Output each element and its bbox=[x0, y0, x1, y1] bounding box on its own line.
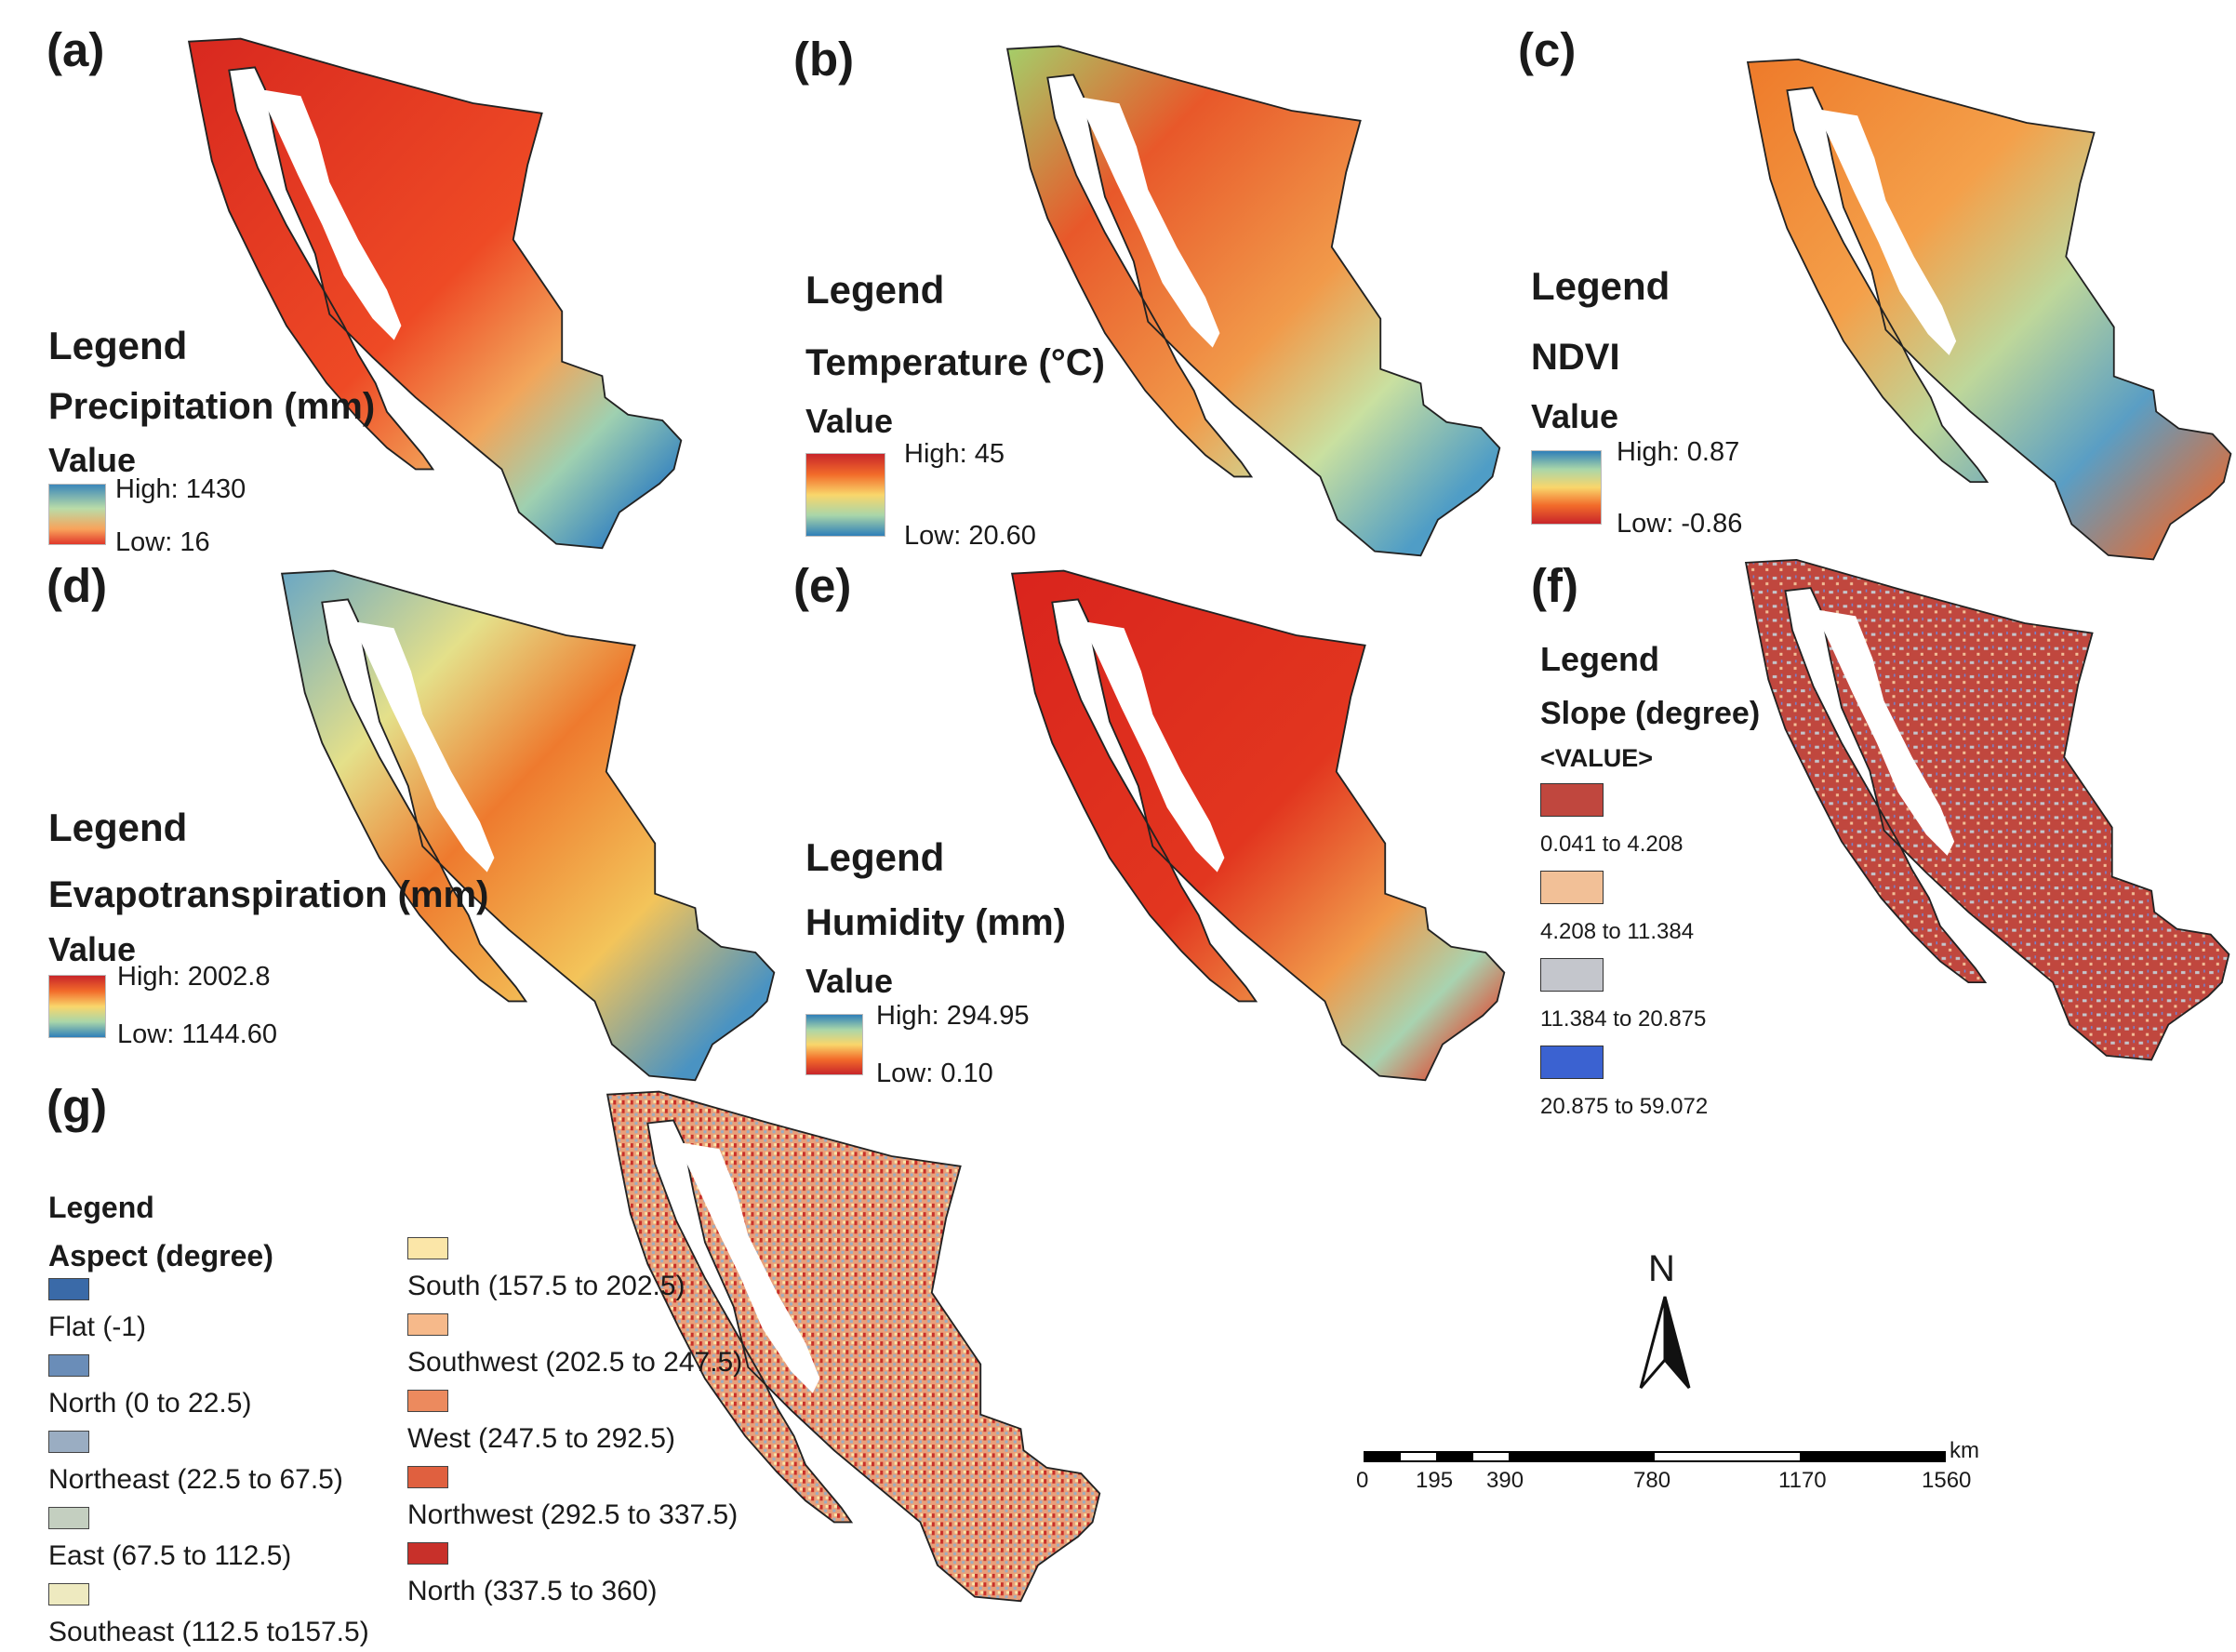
panel-e-color-ramp bbox=[805, 1014, 863, 1075]
ndvi-map bbox=[1747, 58, 2232, 561]
aspect-class-label: West (247.5 to 292.5) bbox=[407, 1423, 675, 1454]
scale-bar-tick: 1560 bbox=[1922, 1468, 1972, 1493]
panel-b-label: (b) bbox=[793, 33, 855, 86]
humidity-map bbox=[1011, 569, 1506, 1082]
panel-b-low: Low: 20.60 bbox=[904, 521, 1036, 551]
panel-c-legend-title: Legend bbox=[1531, 264, 1670, 308]
panel-a-variable: Precipitation (mm) bbox=[48, 386, 376, 427]
slope-class-label: 0.041 to 4.208 bbox=[1540, 832, 1684, 857]
panel-e-variable: Humidity (mm) bbox=[805, 902, 1066, 943]
panel-c-high: High: 0.87 bbox=[1617, 437, 1740, 467]
north-arrow-label: N bbox=[1648, 1248, 1675, 1289]
panel-d-variable: Evapotranspiration (mm) bbox=[48, 874, 489, 915]
aspect-class-swatch bbox=[48, 1431, 89, 1453]
slope-class-swatch bbox=[1540, 958, 1604, 992]
panel-f-class-list: 0.041 to 4.208 4.208 to 11.384 11.384 to… bbox=[1540, 783, 1708, 1120]
panel-f-label: (f) bbox=[1531, 559, 1578, 612]
precipitation-map bbox=[188, 37, 683, 550]
panel-a-label: (a) bbox=[47, 23, 105, 76]
panel-c-label: (c) bbox=[1518, 23, 1577, 76]
scale-bar-tick: 780 bbox=[1633, 1468, 1671, 1493]
temperature-map bbox=[1006, 45, 1501, 557]
aspect-class-label: Southeast (112.5 to157.5) bbox=[48, 1617, 369, 1647]
panel-d-low: Low: 1144.60 bbox=[117, 1019, 277, 1049]
slope-map bbox=[1745, 558, 2230, 1061]
slope-class-label: 20.875 to 59.072 bbox=[1540, 1094, 1709, 1119]
panel-d-value-heading: Value bbox=[48, 930, 137, 968]
panel-g-variable: Aspect (degree) bbox=[48, 1239, 273, 1272]
panel-c-low: Low: -0.86 bbox=[1617, 509, 1743, 539]
panel-a-high: High: 1430 bbox=[115, 474, 246, 504]
scale-bar-icon bbox=[1364, 1451, 1946, 1462]
aspect-class-label: East (67.5 to 112.5) bbox=[48, 1540, 292, 1571]
aspect-class-swatch bbox=[407, 1466, 448, 1488]
north-arrow-icon bbox=[1639, 1296, 1691, 1389]
scale-bar-unit: km bbox=[1950, 1438, 1979, 1463]
panel-g-label: (g) bbox=[47, 1080, 108, 1133]
aspect-class-label: North (0 to 22.5) bbox=[48, 1388, 252, 1419]
panel-b-high: High: 45 bbox=[904, 439, 1005, 469]
aspect-class-label: South (157.5 to 202.5) bbox=[407, 1271, 685, 1301]
panel-e-legend-title: Legend bbox=[805, 835, 945, 879]
aspect-class-swatch bbox=[48, 1583, 89, 1605]
aspect-class-swatch bbox=[48, 1507, 89, 1529]
aspect-class-swatch bbox=[48, 1354, 89, 1377]
slope-class-swatch bbox=[1540, 783, 1604, 817]
panel-f-legend-title: Legend bbox=[1540, 640, 1660, 678]
panel-b-value-heading: Value bbox=[805, 402, 894, 440]
scale-bar-tick: 0 bbox=[1356, 1468, 1369, 1493]
panel-a-color-ramp bbox=[48, 484, 106, 545]
scale-bar-tick: 195 bbox=[1416, 1468, 1454, 1493]
aspect-legend-column-1: Flat (-1) North (0 to 22.5) Northeast (2… bbox=[48, 1278, 369, 1652]
scale-bar-tick: 1170 bbox=[1778, 1468, 1827, 1493]
panel-b-color-ramp bbox=[805, 453, 885, 537]
panel-d-label: (d) bbox=[47, 559, 108, 612]
panel-c-variable: NDVI bbox=[1531, 337, 1620, 378]
panel-g-legend-title: Legend bbox=[48, 1191, 154, 1224]
panel-e-low: Low: 0.10 bbox=[876, 1059, 993, 1088]
panel-b-legend-title: Legend bbox=[805, 268, 945, 312]
panel-d-legend-title: Legend bbox=[48, 806, 188, 849]
aspect-class-swatch bbox=[407, 1313, 448, 1336]
panel-a-low: Low: 16 bbox=[115, 527, 210, 557]
aspect-class-swatch bbox=[407, 1237, 448, 1259]
aspect-class-label: Flat (-1) bbox=[48, 1312, 146, 1342]
panel-a-legend-title: Legend bbox=[48, 324, 188, 367]
panel-c-value-heading: Value bbox=[1531, 397, 1619, 435]
scale-bar-tick: 390 bbox=[1486, 1468, 1524, 1493]
slope-class-label: 11.384 to 20.875 bbox=[1540, 1006, 1707, 1032]
slope-class-label: 4.208 to 11.384 bbox=[1540, 919, 1695, 944]
aspect-legend-column-2: South (157.5 to 202.5) Southwest (202.5 … bbox=[407, 1237, 742, 1611]
panel-f-value-heading: <VALUE> bbox=[1540, 744, 1654, 772]
aspect-class-swatch bbox=[407, 1390, 448, 1412]
panel-f-variable: Slope (degree) bbox=[1540, 696, 1761, 731]
evapotranspiration-map bbox=[281, 569, 776, 1082]
panel-d-high: High: 2002.8 bbox=[117, 962, 271, 992]
aspect-class-label: North (337.5 to 360) bbox=[407, 1576, 658, 1606]
panel-c-color-ramp bbox=[1531, 450, 1602, 525]
panel-e-label: (e) bbox=[793, 559, 852, 612]
aspect-class-label: Northeast (22.5 to 67.5) bbox=[48, 1464, 343, 1495]
panel-d-color-ramp bbox=[48, 975, 106, 1038]
slope-class-swatch bbox=[1540, 1046, 1604, 1079]
slope-class-swatch bbox=[1540, 871, 1604, 904]
panel-a-value-heading: Value bbox=[48, 441, 137, 479]
aspect-class-swatch bbox=[407, 1542, 448, 1565]
aspect-class-label: Northwest (292.5 to 337.5) bbox=[407, 1499, 739, 1530]
panel-e-high: High: 294.95 bbox=[876, 1001, 1030, 1031]
panel-e-value-heading: Value bbox=[805, 962, 894, 1000]
panel-b-variable: Temperature (°C) bbox=[805, 342, 1105, 383]
aspect-class-label: Southwest (202.5 to 247.5) bbox=[407, 1347, 743, 1378]
aspect-class-swatch bbox=[48, 1278, 89, 1300]
